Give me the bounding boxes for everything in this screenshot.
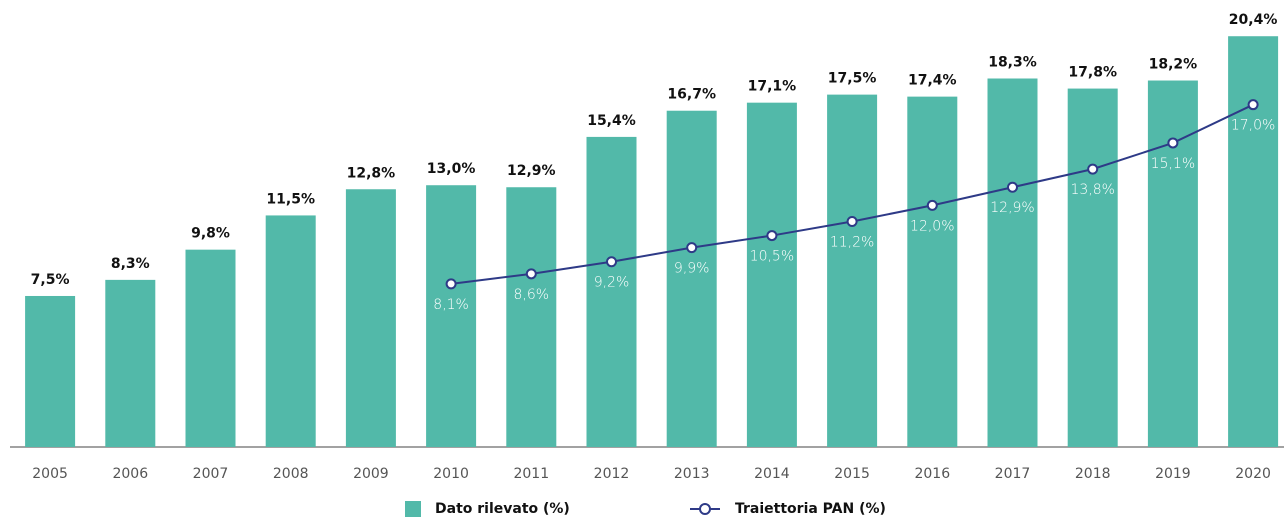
bar-value-label: 15,4% xyxy=(587,113,636,129)
x-tick-label: 2007 xyxy=(193,466,229,482)
line-value-label: 15,1% xyxy=(1151,156,1195,172)
x-tick-label: 2010 xyxy=(433,466,469,482)
x-tick-label: 2017 xyxy=(995,466,1031,482)
line-point xyxy=(686,242,698,254)
x-tick-label: 2013 xyxy=(674,466,710,482)
line-value-label: 8,6% xyxy=(514,287,550,303)
bar xyxy=(506,187,557,447)
x-tick-label: 2011 xyxy=(513,466,549,482)
x-tick-label: 2018 xyxy=(1075,466,1111,482)
bar-value-label: 13,0% xyxy=(427,161,476,177)
bar xyxy=(666,110,717,448)
bar xyxy=(586,136,637,447)
bar xyxy=(907,96,958,448)
bar-value-label: 8,3% xyxy=(111,256,150,272)
bar-value-label: 20,4% xyxy=(1229,12,1278,28)
bar-value-label: 17,1% xyxy=(748,79,797,95)
bar xyxy=(345,189,396,447)
line-point xyxy=(926,199,938,211)
x-tick-label: 2008 xyxy=(273,466,309,482)
line-point xyxy=(606,256,617,268)
line-point xyxy=(1007,181,1018,193)
line-value-label: 17,0% xyxy=(1231,118,1275,134)
bar xyxy=(25,295,76,447)
x-tick-label: 2012 xyxy=(594,466,630,482)
bar xyxy=(827,94,878,447)
bar xyxy=(987,78,1038,447)
bar-value-label: 17,5% xyxy=(828,71,877,87)
bar xyxy=(1228,36,1279,448)
line-point xyxy=(846,215,858,227)
line-value-label: 12,9% xyxy=(990,200,1034,216)
bar xyxy=(746,102,797,447)
x-tick-label: 2005 xyxy=(32,466,68,482)
legend-label: Dato rilevato (%) xyxy=(435,501,570,517)
line-point xyxy=(445,278,457,290)
line-point xyxy=(1167,137,1179,149)
x-tick-label: 2009 xyxy=(353,466,389,482)
bar xyxy=(1067,88,1118,447)
bar-value-label: 16,7% xyxy=(667,87,716,103)
bar xyxy=(265,215,316,447)
line-point xyxy=(766,230,778,242)
line-value-label: 9,9% xyxy=(674,261,710,277)
x-tick-label: 2019 xyxy=(1155,466,1191,482)
bar-value-label: 17,4% xyxy=(908,73,957,89)
bar-value-label: 9,8% xyxy=(191,226,230,242)
x-tick-label: 2014 xyxy=(754,466,790,482)
bar-value-label: 18,2% xyxy=(1149,57,1198,73)
bar-value-label: 11,5% xyxy=(266,191,315,207)
legend-swatch xyxy=(405,501,421,517)
line-value-label: 8,1% xyxy=(433,297,469,313)
bar-value-label: 7,5% xyxy=(31,272,70,288)
bar xyxy=(105,279,156,447)
bar xyxy=(426,185,477,447)
line-value-label: 11,2% xyxy=(830,234,874,250)
line-value-label: 12,0% xyxy=(910,218,954,234)
bar-value-label: 18,3% xyxy=(988,55,1037,71)
legend-marker xyxy=(699,503,711,515)
line-point xyxy=(1247,99,1259,111)
bar-value-label: 12,8% xyxy=(347,165,396,181)
line-value-label: 9,2% xyxy=(594,275,630,291)
x-tick-label: 2016 xyxy=(914,466,950,482)
line-point xyxy=(1087,163,1099,175)
line-value-label: 13,8% xyxy=(1070,182,1114,198)
x-tick-label: 2015 xyxy=(834,466,870,482)
bar-value-label: 12,9% xyxy=(507,163,556,179)
bar xyxy=(185,249,236,447)
line-value-label: 10,5% xyxy=(750,249,794,265)
x-tick-label: 2006 xyxy=(112,466,148,482)
x-tick-label: 2020 xyxy=(1235,466,1271,482)
line-point xyxy=(525,268,537,280)
bar-value-label: 17,8% xyxy=(1068,65,1117,81)
legend-label: Traiettoria PAN (%) xyxy=(735,501,886,517)
